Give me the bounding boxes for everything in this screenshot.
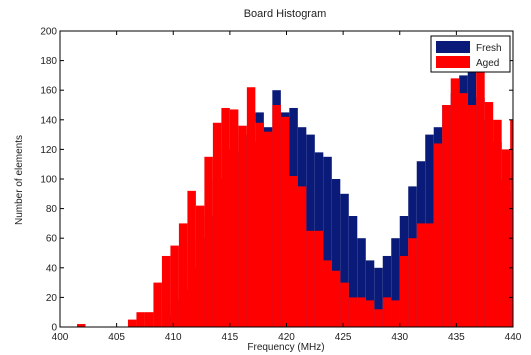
bar-aged	[442, 105, 451, 327]
bar-fresh	[323, 156, 332, 327]
bar-aged	[178, 223, 188, 327]
y-axis: 0 20 40 60 80 100 120 140 160 180 200	[40, 27, 513, 334]
bar-aged	[340, 282, 349, 327]
bar-aged	[365, 300, 375, 327]
bar-aged	[501, 149, 511, 327]
bar-aged	[467, 105, 477, 327]
y-tick-label: 0	[51, 323, 57, 334]
y-tick-label: 120	[40, 145, 57, 156]
chart-title: Board Histogram	[244, 8, 327, 20]
y-tick-label: 160	[40, 86, 57, 97]
bar-aged	[348, 297, 358, 327]
bar-aged	[399, 255, 409, 327]
series-aged	[76, 54, 513, 328]
bar-aged	[280, 116, 290, 327]
bar-fresh	[331, 179, 341, 327]
x-tick-label: 405	[108, 332, 125, 343]
bar-aged	[433, 143, 443, 327]
x-tick-label: 400	[52, 332, 69, 343]
bar-aged	[476, 54, 485, 328]
bar-aged	[187, 190, 196, 327]
bar-aged	[153, 282, 162, 327]
x-tick-label: 410	[165, 332, 182, 343]
bar-aged	[314, 230, 324, 327]
bar-aged	[382, 297, 392, 327]
x-tick-label: 425	[335, 332, 352, 343]
bar-aged	[450, 78, 460, 327]
bar-aged	[204, 156, 213, 327]
bar-aged	[238, 125, 247, 327]
bar-aged	[331, 270, 341, 327]
bar-aged	[161, 255, 171, 327]
bar-fresh	[365, 260, 375, 327]
x-tick-label: 420	[278, 332, 295, 343]
bar-fresh	[357, 238, 366, 327]
bar-aged	[357, 297, 366, 327]
bar-aged	[255, 122, 264, 327]
bar-fresh	[348, 216, 358, 327]
bar-aged	[493, 119, 502, 327]
bar-aged	[459, 93, 468, 327]
legend-label-fresh: Fresh	[476, 43, 502, 54]
y-axis-title: Number of elements	[14, 135, 25, 225]
x-axis-title: Frequency (MHz)	[247, 342, 324, 353]
bar-aged	[323, 260, 332, 327]
bar-aged	[374, 309, 383, 327]
bar-aged	[246, 87, 256, 328]
legend-swatch-aged	[436, 56, 470, 68]
bar-aged	[195, 205, 205, 327]
bar-aged	[306, 230, 315, 327]
y-tick-label: 200	[40, 27, 57, 38]
x-tick-label: 435	[448, 332, 465, 343]
legend-label-aged: Aged	[476, 58, 499, 69]
legend-swatch-fresh	[436, 41, 470, 53]
x-tick-label: 440	[505, 332, 522, 343]
x-axis: 400 405 410 415 420 425 430 435 440	[52, 31, 522, 343]
y-tick-label: 60	[46, 234, 58, 245]
bar-aged	[212, 122, 222, 327]
bar-fresh	[382, 255, 392, 327]
bar-fresh	[340, 193, 349, 327]
bar-aged	[136, 312, 145, 327]
bar-aged	[127, 319, 137, 327]
bar-aged	[416, 223, 426, 327]
bar-aged	[408, 238, 417, 327]
bar-aged	[510, 119, 513, 327]
bar-aged	[484, 102, 494, 327]
y-tick-label: 140	[40, 115, 57, 126]
bar-aged	[170, 245, 179, 327]
bar-aged	[391, 300, 400, 327]
bar-aged	[263, 131, 273, 327]
y-tick-label: 100	[40, 175, 57, 186]
bar-fresh	[374, 267, 383, 327]
bar-fresh	[391, 238, 400, 327]
bar-aged	[144, 312, 154, 327]
bar-aged	[229, 109, 239, 327]
x-tick-label: 415	[222, 332, 239, 343]
bar-aged	[297, 186, 307, 327]
bar-aged	[76, 324, 86, 327]
bar-aged	[272, 105, 281, 327]
x-tick-label: 430	[391, 332, 408, 343]
bar-aged	[221, 107, 230, 328]
y-tick-label: 80	[46, 204, 58, 215]
bar-aged	[289, 176, 298, 327]
y-tick-label: 180	[40, 56, 57, 67]
legend: Fresh Aged	[430, 35, 511, 73]
y-tick-label: 20	[46, 293, 58, 304]
bar-aged	[425, 223, 434, 327]
y-tick-label: 40	[46, 263, 58, 274]
